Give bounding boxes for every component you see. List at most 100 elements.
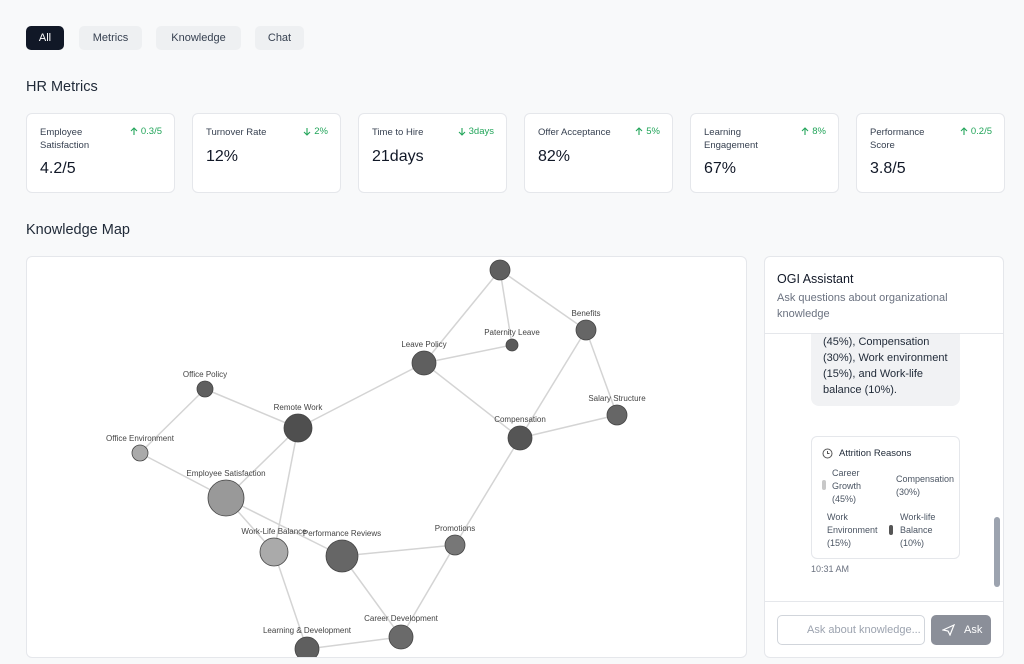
tab[interactable]: Metrics xyxy=(79,26,142,50)
metric-label: Offer Acceptance xyxy=(538,127,611,138)
knowledge-map: Benefits Paternity Leave Leave Policy Offic… xyxy=(106,259,646,657)
legend-label: Compensation (30%) xyxy=(896,474,955,497)
tab[interactable]: All xyxy=(26,26,64,50)
trend-arrow xyxy=(458,128,466,136)
metric-change-text: 0.3/5 xyxy=(140,126,162,137)
timestamp: 10:31 AM xyxy=(811,564,850,574)
input-area: Ask about knowledge... Ask xyxy=(765,601,1003,657)
trend-arrow xyxy=(303,128,311,136)
trend-arrow xyxy=(801,127,809,135)
node-label: Learning & Development xyxy=(263,626,352,635)
assistant-title: OGI Assistant xyxy=(777,272,854,286)
node-label: Work-Life Balance xyxy=(241,527,307,536)
edge xyxy=(499,269,587,331)
section-title: Knowledge Map xyxy=(26,222,130,238)
node xyxy=(207,479,245,517)
metric-label: Turnover Rate xyxy=(206,127,267,138)
chart-card: Attrition Reasons Career Growth (45%) Co… xyxy=(811,436,960,559)
metric-card: Performance Score 0.2/5 3.8/5 xyxy=(856,113,1005,193)
metric-value: 21days xyxy=(372,148,424,165)
node xyxy=(325,539,359,573)
node-label: Benefits xyxy=(572,309,601,318)
trend-icon xyxy=(130,127,138,135)
legend-label: Work-life Balance (10%) xyxy=(900,512,936,548)
edge xyxy=(273,427,299,553)
metric-value: 12% xyxy=(206,148,239,165)
edge xyxy=(204,388,299,429)
trend-icon xyxy=(635,127,643,135)
edge xyxy=(341,544,456,557)
node-label: Office Environment xyxy=(106,434,175,443)
node xyxy=(388,624,414,650)
node xyxy=(444,534,466,556)
node xyxy=(411,350,437,376)
metric-change-text: 0.2/5 xyxy=(970,126,992,137)
metric-card: Employee Satisfaction 0.3/5 4.2/5 xyxy=(26,113,175,193)
node-label: Remote Work xyxy=(274,403,324,412)
scrollbar[interactable] xyxy=(994,517,1000,587)
node-label: Career Development xyxy=(364,614,439,623)
node-label: Leave Policy xyxy=(401,340,446,349)
question-input[interactable]: Ask about knowledge... xyxy=(777,615,925,645)
node-label: Employee Satisfaction xyxy=(186,469,265,478)
edge xyxy=(585,329,618,416)
messages: (45%), Compensation (30%), Work environm… xyxy=(765,333,1003,601)
node-label: Salary Structure xyxy=(588,394,646,403)
edge xyxy=(423,269,501,364)
metric-card: Learning Engagement 8% 67% xyxy=(690,113,839,193)
edge xyxy=(306,636,402,650)
edge xyxy=(519,329,587,439)
edge xyxy=(341,555,402,638)
node xyxy=(606,404,628,426)
node-label: Performance Reviews xyxy=(303,529,381,538)
node xyxy=(489,259,511,281)
edge xyxy=(225,497,343,557)
edge xyxy=(423,362,521,439)
node xyxy=(283,413,313,443)
metric-change-text: 5% xyxy=(646,126,660,137)
node xyxy=(505,338,519,352)
metric-change: 8% xyxy=(801,126,826,137)
node xyxy=(259,537,289,567)
tab[interactable]: Chat xyxy=(255,26,304,50)
tab[interactable]: Knowledge xyxy=(156,26,241,50)
node xyxy=(131,444,149,462)
metric-card: Time to Hire 3days 21days xyxy=(358,113,507,193)
trend-icon xyxy=(801,127,809,135)
metric-card: Turnover Rate 2% 12% xyxy=(192,113,341,193)
node-label: Paternity Leave xyxy=(484,328,540,337)
trend-icon xyxy=(303,128,311,136)
edge xyxy=(297,362,425,429)
card-title: Attrition Reasons xyxy=(839,448,912,459)
node xyxy=(294,636,320,657)
edge xyxy=(423,344,513,364)
ask-button[interactable]: Ask xyxy=(931,615,991,645)
metric-value: 4.2/5 xyxy=(40,160,76,177)
metric-value: 67% xyxy=(704,160,737,177)
legend-label: Work Environment (15%) xyxy=(827,512,878,548)
metric-change-text: 3days xyxy=(468,126,494,137)
metric-label: Time to Hire xyxy=(372,127,424,138)
metric-change: 0.3/5 xyxy=(130,126,162,137)
legend-label: Career Growth (45%) xyxy=(832,468,862,504)
edge xyxy=(400,544,456,638)
trend-arrow xyxy=(635,127,643,135)
metric-change: 3days xyxy=(458,126,494,137)
assistant-panel: OGI Assistant Ask questions about organi… xyxy=(764,256,1004,658)
trend-arrow xyxy=(960,127,968,135)
send-icon xyxy=(942,624,955,636)
metric-label: Learning Engagement xyxy=(704,127,758,151)
edge xyxy=(454,437,521,546)
map-panel: Benefits Paternity Leave Leave Policy Offic… xyxy=(26,256,747,658)
section-title: HR Metrics xyxy=(26,79,98,95)
metric-label: Employee Satisfaction xyxy=(40,127,90,151)
metric-change: 5% xyxy=(635,126,660,137)
metric-change: 0.2/5 xyxy=(960,126,992,137)
node-label: Office Policy xyxy=(183,370,227,379)
clock-icon xyxy=(822,448,833,459)
metric-value: 82% xyxy=(538,148,571,165)
metric-card: Offer Acceptance 5% 82% xyxy=(524,113,673,193)
legend-dot xyxy=(889,525,893,535)
metric-change-text: 2% xyxy=(314,126,328,137)
